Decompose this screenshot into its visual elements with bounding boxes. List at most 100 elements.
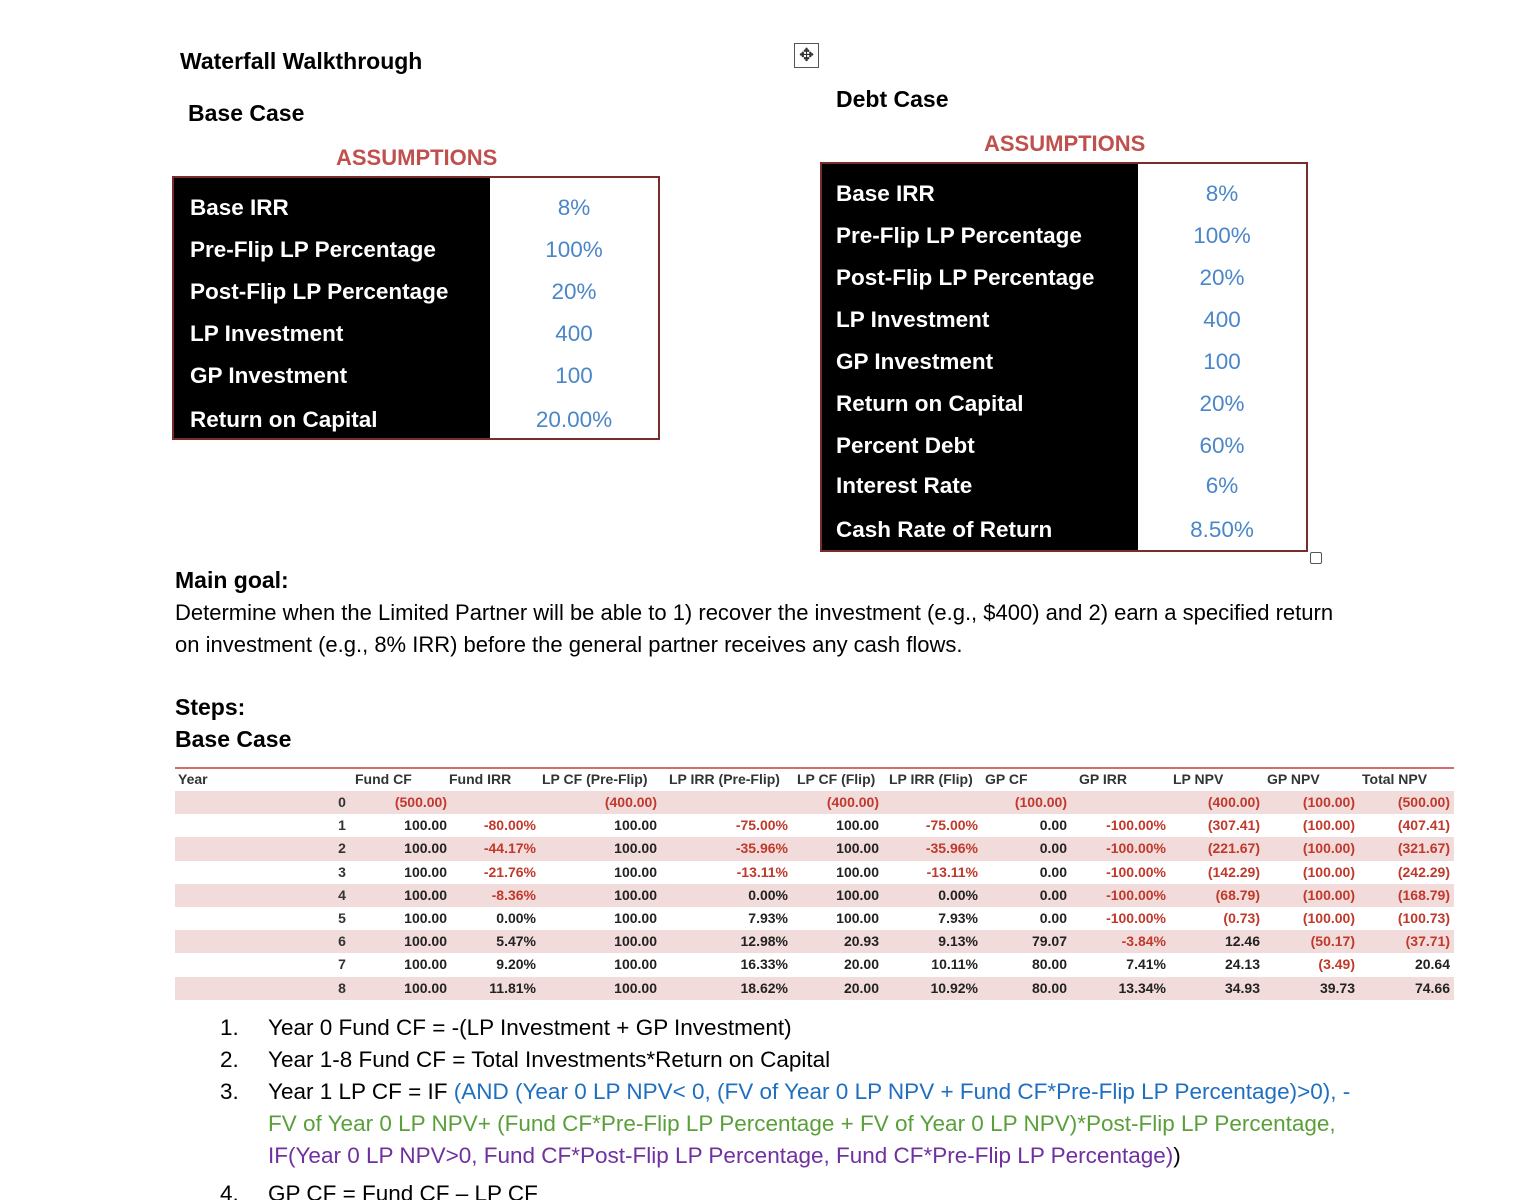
table-cell: 0.00 xyxy=(1039,817,1067,834)
move-handle-icon[interactable]: ✥ xyxy=(794,43,819,68)
table-header-cell: Year xyxy=(178,771,208,787)
table-cell: (407.41) xyxy=(1397,817,1450,834)
step-number: 2. xyxy=(220,1047,239,1072)
table-cell: (307.41) xyxy=(1207,817,1260,834)
table-cell: (500.00) xyxy=(394,794,447,810)
table-cell: 13.34% xyxy=(1118,979,1166,996)
table-row: 5 100.00 0.00% 100.00 7.93% 100.00 7.93% 0.00 -1… xyxy=(175,907,1454,930)
debt-row-label: Return on Capital xyxy=(836,391,1024,416)
table-cell: 20.64 xyxy=(1414,956,1450,973)
table-cell: 0.00% xyxy=(748,886,788,903)
table-cell: -100.00% xyxy=(1106,840,1166,857)
table-cell: (100.73) xyxy=(1397,910,1450,926)
table-row: 6 100.00 5.47% 100.00 12.98% 20.93 9.13% 79.07 -… xyxy=(175,930,1454,954)
debt-row-value: 400 xyxy=(1203,307,1241,332)
table-cell: 10.92% xyxy=(930,979,978,996)
table-cell: (142.29) xyxy=(1207,863,1260,880)
table-cell: 20.00 xyxy=(843,956,879,973)
table-cell: 100.00 xyxy=(614,863,657,880)
table-cell: (100.00) xyxy=(1302,863,1355,880)
debt-row-value: 100 xyxy=(1203,349,1241,374)
table-cell: 100.00 xyxy=(836,840,879,857)
steps-list: 1. Year 0 Fund CF = -(LP Investment + GP… xyxy=(220,1012,1360,1200)
table-cell: 24.13 xyxy=(1224,956,1260,973)
base-row-label: Post-Flip LP Percentage xyxy=(190,279,449,304)
base-row-value: 100 xyxy=(555,363,593,388)
table-cell: -21.76% xyxy=(483,863,536,880)
table-cell: 100.00 xyxy=(614,956,657,973)
table-header-cell: Total NPV xyxy=(1362,771,1428,787)
debt-row-value: 20% xyxy=(1199,391,1245,416)
step-text: Year 1-8 Fund CF = Total Investments*Ret… xyxy=(268,1047,831,1072)
table-cell: (321.67) xyxy=(1397,840,1450,857)
steps-heading: Steps: xyxy=(175,694,246,720)
table-cell: (100.00) xyxy=(1302,886,1355,903)
table-cell: 100.00 xyxy=(404,840,447,857)
table-cell: (100.00) xyxy=(1302,910,1355,926)
base-row-value: 100% xyxy=(545,237,603,262)
table-cell: (500.00) xyxy=(1397,794,1450,810)
table-cell: -100.00% xyxy=(1106,863,1166,880)
step-item: 2. Year 1-8 Fund CF = Total Investments*… xyxy=(220,1044,1360,1076)
table-cell: 2 xyxy=(338,840,346,857)
debt-row-value: 60% xyxy=(1199,433,1245,458)
debt-assumptions-title: ASSUMPTIONS xyxy=(984,131,1146,156)
step-text: Year 0 Fund CF = -(LP Investment + GP In… xyxy=(268,1015,792,1040)
debt-row-label: Percent Debt xyxy=(836,433,975,458)
table-cell: 18.62% xyxy=(740,979,788,996)
base-assumptions-title: ASSUMPTIONS xyxy=(336,145,498,170)
table-row: 7 100.00 9.20% 100.00 16.33% 20.00 10.11% 80.00… xyxy=(175,953,1454,976)
base-row-label: Return on Capital xyxy=(190,407,378,432)
base-row-value: 400 xyxy=(555,321,593,346)
table-cell: 5 xyxy=(338,910,346,926)
table-cell: -75.00% xyxy=(735,817,788,834)
table-cell: -44.17% xyxy=(483,840,536,857)
main-goal-heading: Main goal: xyxy=(175,567,289,593)
table-cell: 100.00 xyxy=(404,886,447,903)
table-cell: 100.00 xyxy=(614,840,657,857)
table-header-cell: LP CF (Flip) xyxy=(797,771,876,787)
table-row: 3 100.00 -21.76% 100.00 -13.11% 100.00 -13.11%… xyxy=(175,861,1454,884)
table-row: 4 100.00 -8.36% 100.00 0.00% 100.00 0.00% 0.00 -… xyxy=(175,883,1454,907)
table-cell: 0.00% xyxy=(496,910,536,926)
table-cell: 7.41% xyxy=(1126,956,1166,973)
step-item: 4. GP CF = Fund CF – LP CF xyxy=(220,1178,1360,1200)
table-cell: -8.36% xyxy=(491,886,536,903)
table-cell: (0.73) xyxy=(1223,910,1260,926)
table-cell: 9.20% xyxy=(496,956,536,973)
table-cell: 7 xyxy=(338,956,346,973)
table-cell: 6 xyxy=(338,933,346,950)
table-cell: 1 xyxy=(338,817,346,834)
table-cell: 34.93 xyxy=(1224,979,1260,996)
table-cell: (100.00) xyxy=(1302,840,1355,857)
debt-row-label: GP Investment xyxy=(836,349,994,374)
table-cell: 7.93% xyxy=(938,910,978,926)
table-header-cell: LP CF (Pre-Flip) xyxy=(542,771,648,787)
table-top-border xyxy=(175,767,1454,769)
table-cell: -80.00% xyxy=(483,817,536,834)
step-formula-suffix: ) xyxy=(1173,1143,1181,1168)
step-formula-false-branch: IF(Year 0 LP NPV>0, Fund CF*Post-Flip LP… xyxy=(268,1143,1174,1168)
table-cell: (400.00) xyxy=(1207,794,1260,810)
resize-handle-icon[interactable] xyxy=(1310,552,1322,564)
base-case-heading: Base Case xyxy=(188,100,305,126)
step-formula-prefix: Year 1 LP CF = IF xyxy=(268,1079,454,1104)
table-header-cell: Fund IRR xyxy=(449,771,512,787)
table-cell: 100.00 xyxy=(836,863,879,880)
table-row: 0 (500.00) (400.00) (400.00) (100.00) (400.00… xyxy=(175,791,1454,815)
table-cell: -35.96% xyxy=(925,840,978,857)
table-cell: (37.71) xyxy=(1405,933,1450,950)
table-cell: (168.79) xyxy=(1397,886,1450,903)
table-cell: -13.11% xyxy=(736,863,788,880)
table-cell: 3 xyxy=(338,863,346,880)
base-assumptions-table: Base IRR Pre-Flip LP Percentage Post-Fli… xyxy=(172,176,660,440)
table-cell: -100.00% xyxy=(1106,886,1166,903)
table-cell: (100.00) xyxy=(1302,817,1355,834)
table-cell: 100.00 xyxy=(404,863,447,880)
table-cell: 5.47% xyxy=(496,933,536,950)
table-cell: 9.13% xyxy=(938,933,978,950)
table-cell: -35.96% xyxy=(735,840,788,857)
debt-row-label: LP Investment xyxy=(836,307,990,332)
table-cell: (242.29) xyxy=(1397,863,1450,880)
base-row-label: GP Investment xyxy=(190,363,348,388)
